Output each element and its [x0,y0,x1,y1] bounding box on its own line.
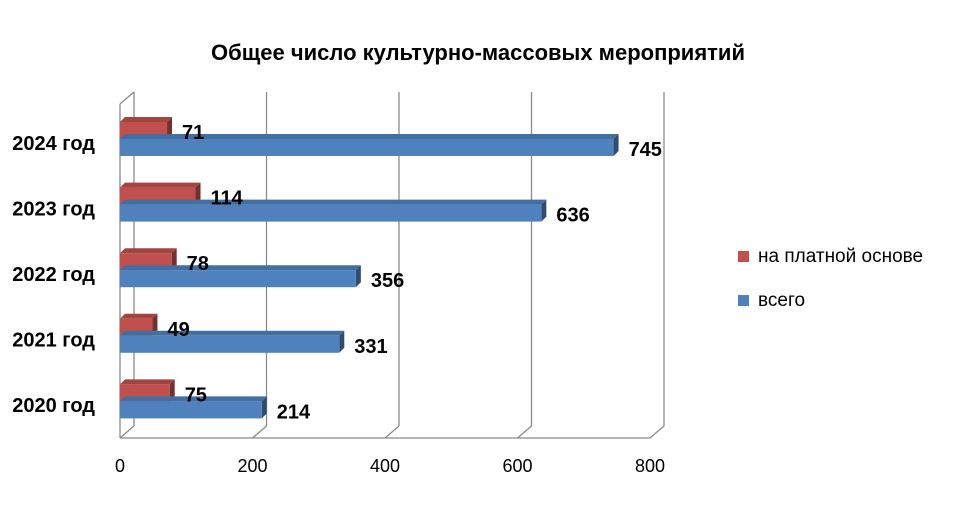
bar-top-face [120,396,267,402]
bar-side-face [169,379,175,402]
bar-top-face [120,199,547,205]
category-label: 2020 год [12,395,95,417]
bar-front-face [120,335,340,353]
data-label: 114 [211,188,244,210]
bar-total [120,396,267,419]
legend-label: на платной основе [758,246,923,267]
bar-total [120,265,361,288]
bar-side-face [339,330,345,353]
x-tick-label: 600 [502,456,532,476]
bar-side-face [261,396,267,419]
bar-side-face [171,248,177,271]
legend: на платной основе всего [738,246,923,311]
data-label: 636 [556,205,589,227]
chart-title: Общее число культурно-массовых мероприят… [211,40,745,65]
bar-top-face [120,134,619,139]
x-tick-label: 200 [237,456,267,476]
floor-line-800 [649,425,665,439]
bar-top-face [120,265,361,271]
bar-top-face [120,182,201,188]
data-label: 78 [187,253,209,275]
side-wall-top [119,91,135,105]
x-tick-label: 800 [635,456,665,476]
x-tick-label: 0 [115,456,125,476]
bar-top-face [120,330,345,336]
floor-line-600 [517,425,532,439]
bar-side-face [541,199,547,222]
bar-top-face [120,313,158,319]
data-label: 331 [354,336,387,358]
bar-front-face [120,401,262,419]
bar-top-face [120,117,173,122]
floor-line-0 [119,425,135,439]
bar-front-face [120,270,356,288]
category-label: 2023 год [12,198,95,220]
data-label: 356 [371,270,404,292]
bar-side-face [152,313,158,336]
data-label: 49 [167,319,189,341]
floor-line-200 [252,425,267,439]
bar-side-face [355,265,361,288]
bar-front-face [120,204,542,222]
data-label: 71 [182,122,204,144]
category-label: 2024 год [12,133,95,155]
legend-swatch [738,251,749,262]
bar-top-face [120,248,177,254]
bars [120,117,619,419]
data-label: 745 [629,139,662,161]
bar-front-face [120,139,614,156]
bar-side-face [613,134,619,156]
bar-total [120,330,345,353]
category-label: 2022 год [12,264,95,286]
bar-side-face [167,117,173,139]
x-tick-label: 400 [370,456,400,476]
bar-top-face [120,379,175,385]
data-label: 75 [185,384,207,406]
legend-swatch [738,295,749,306]
labels: 0 200 400 600 800 2024 год 71 745 2023 год 114 636… [12,122,665,476]
bar-total [120,134,619,156]
legend-label: всего [758,290,805,311]
data-label: 214 [277,401,311,423]
floor-line-400 [384,425,400,439]
bar-total [120,199,547,222]
bar-side-face [195,182,201,205]
category-label: 2021 год [12,330,95,352]
